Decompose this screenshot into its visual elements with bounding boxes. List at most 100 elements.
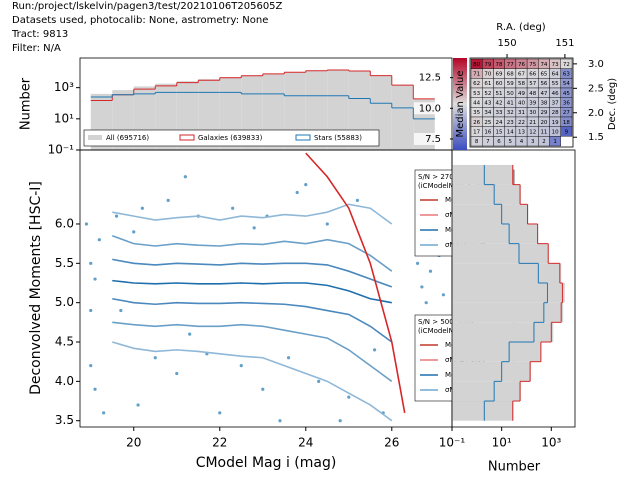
- cell-label: 67: [518, 72, 525, 78]
- point: [355, 198, 359, 202]
- colorbar-tick-label: 10.0: [419, 103, 441, 114]
- colorbar-tick-bg: [414, 132, 442, 145]
- cell-label: 57: [529, 81, 536, 87]
- legend-swatch: [88, 135, 102, 140]
- cell-label: 17: [473, 130, 480, 136]
- stats-title: S/N > 2700 Stats: [418, 173, 479, 181]
- cell-label: 65: [540, 72, 547, 78]
- cell-label: 2: [542, 139, 546, 145]
- cell-label: 42: [496, 101, 503, 107]
- legend-label: Galaxies (639833): [198, 134, 263, 142]
- heatmap-cell: [560, 126, 573, 137]
- cell-label: 41: [507, 101, 514, 107]
- cell-label: 26: [473, 120, 480, 126]
- cell-label: 9: [565, 130, 569, 136]
- heatmap-cell: [549, 136, 561, 147]
- y-tick-label: 3.5: [55, 413, 74, 427]
- cell-label: 7: [486, 139, 490, 145]
- cell-label: 75: [529, 62, 536, 68]
- point: [175, 371, 179, 376]
- cell-label: 45: [563, 91, 570, 97]
- cell-label: 31: [518, 110, 525, 116]
- x-tick-label: 22: [212, 436, 227, 450]
- point: [231, 206, 235, 210]
- x-tick-label: 26: [384, 436, 399, 450]
- cell-label: 63: [563, 72, 570, 78]
- cell-label: 77: [507, 62, 514, 68]
- point: [295, 190, 299, 195]
- bar: [452, 243, 549, 264]
- x-axis-label: CModel Mag i (mag): [196, 455, 337, 471]
- cell-label: 29: [540, 110, 547, 116]
- legend-box: [83, 129, 380, 147]
- point: [372, 348, 377, 352]
- point: [286, 356, 291, 360]
- colorbar-tick-label: 7.5: [425, 134, 441, 145]
- cell-label: 11: [540, 130, 547, 136]
- line: [305, 152, 406, 413]
- legend-label: Stars (55883): [314, 134, 362, 142]
- cell-label: 66: [529, 72, 536, 78]
- cell-label: 73: [552, 62, 559, 68]
- cell-label: 19: [552, 120, 559, 126]
- cell-label: 21: [529, 120, 536, 126]
- cell-label: 35: [473, 110, 480, 116]
- cell-label: 43: [484, 101, 491, 107]
- y-tick-label: 5.0: [55, 295, 74, 309]
- x-tick-label: 10³: [541, 436, 561, 450]
- legend-swatch: [295, 134, 311, 141]
- bar: [452, 302, 564, 323]
- header-line: Filter: N/A: [12, 43, 61, 54]
- y-tick-label: 10³: [54, 80, 74, 94]
- point: [317, 379, 321, 383]
- cell-label: 10: [552, 130, 559, 136]
- point: [441, 293, 445, 297]
- y-tick-label: 10¹: [54, 111, 74, 125]
- cell-label: 28: [552, 110, 559, 116]
- cell-label: 64: [552, 72, 559, 78]
- colorbar: [453, 58, 467, 150]
- cell-label: 37: [552, 101, 559, 107]
- x-tick-label: 151: [555, 38, 574, 49]
- line: [112, 203, 393, 225]
- cell-label: 16: [484, 130, 491, 136]
- point: [338, 419, 342, 423]
- cell-label: 49: [518, 91, 525, 97]
- cell-label: 38: [540, 101, 547, 107]
- cell-label: 20: [540, 120, 547, 126]
- cell-label: 56: [540, 81, 547, 87]
- cell-label: 27: [563, 110, 570, 116]
- y-tick-label: 1.5: [588, 132, 604, 143]
- histogram-bars: [452, 164, 565, 421]
- bar: [452, 342, 542, 362]
- cell-label: 15: [496, 130, 503, 136]
- point: [278, 419, 282, 423]
- cell-label: 76: [518, 62, 525, 68]
- cell-label: 36: [563, 101, 570, 107]
- cell-label: 50: [507, 91, 514, 97]
- cell-label: 58: [518, 81, 525, 87]
- point: [261, 387, 265, 391]
- y-axis-label: Dec. (deg): [607, 78, 618, 130]
- cell-label: 61: [484, 81, 491, 87]
- point: [415, 261, 420, 265]
- bar: [391, 84, 414, 150]
- cell-label: 48: [529, 91, 536, 97]
- y-tick-label: 4.0: [55, 374, 74, 388]
- cell-label: 70: [484, 72, 491, 78]
- cell-label: 68: [507, 72, 514, 78]
- x-axis-label: R.A. (deg): [496, 22, 546, 33]
- point: [252, 226, 256, 230]
- point: [84, 222, 89, 226]
- cell-label: 1: [553, 139, 557, 145]
- point: [132, 230, 136, 234]
- cell-label: 14: [507, 130, 514, 136]
- point: [239, 364, 243, 368]
- point: [93, 277, 97, 281]
- point: [136, 403, 140, 407]
- bar: [452, 164, 514, 185]
- point: [218, 411, 222, 415]
- cell-label: 23: [507, 120, 514, 126]
- axes-frame: [79, 149, 453, 428]
- bar: [452, 223, 539, 244]
